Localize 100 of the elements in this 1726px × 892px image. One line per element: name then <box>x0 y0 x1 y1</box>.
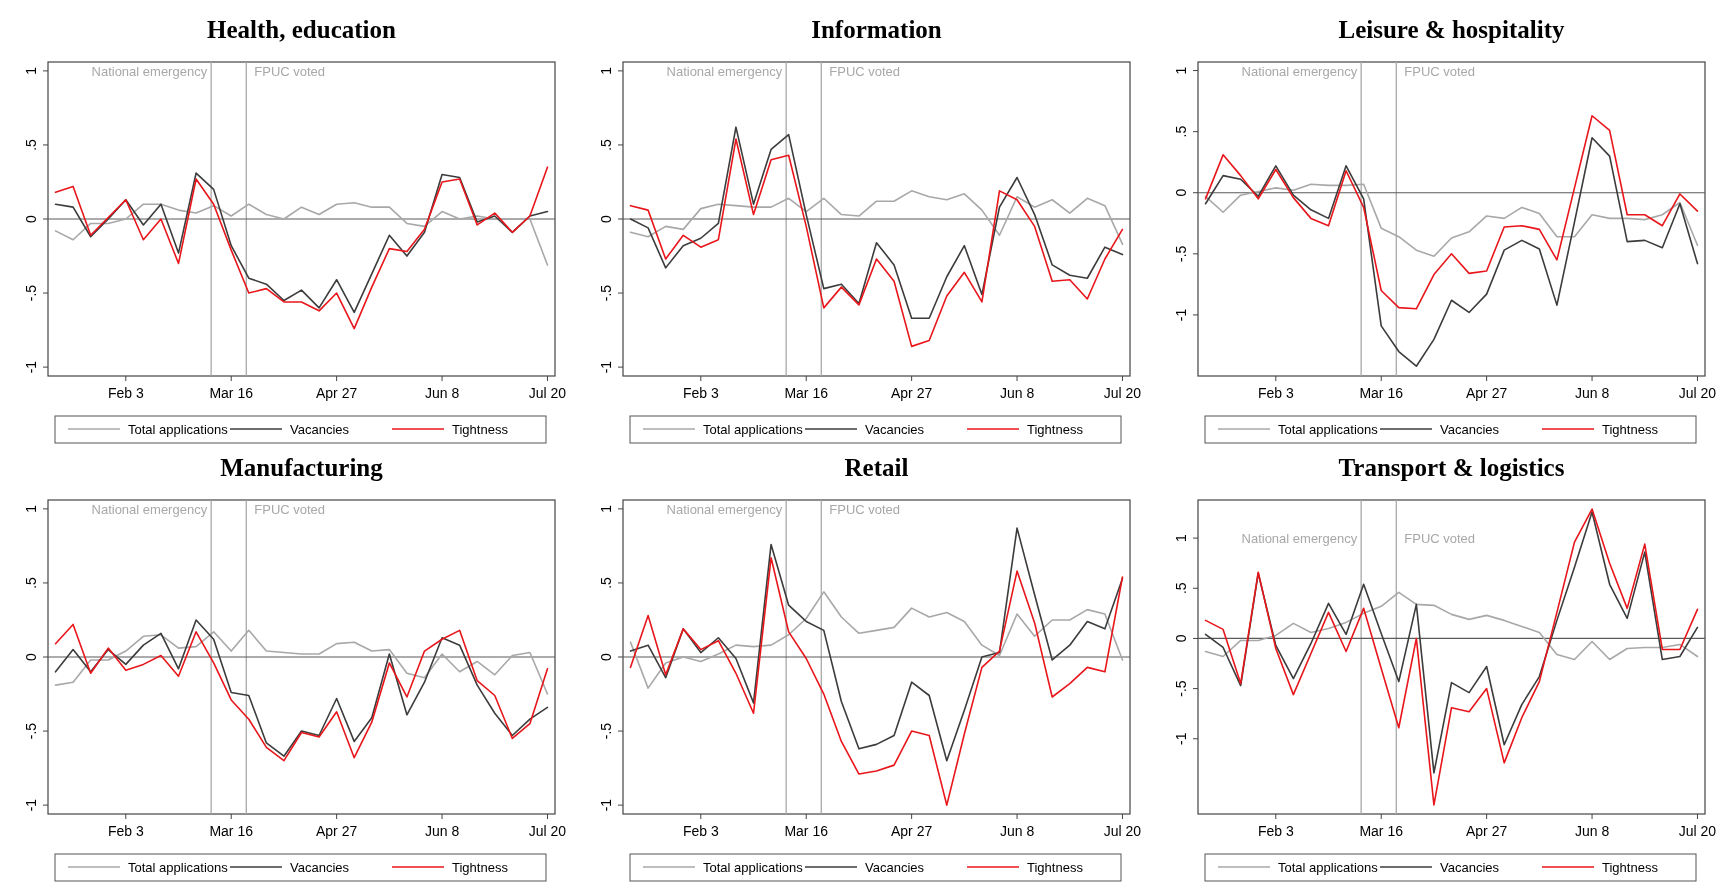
x-tick-label: Apr 27 <box>316 823 358 839</box>
y-tick-label: -.5 <box>1173 680 1189 697</box>
legend-label: Tightness <box>1602 860 1659 875</box>
y-tick-label: .5 <box>23 576 39 589</box>
legend-label: Total applications <box>703 860 804 875</box>
legend-label: Tightness <box>1027 422 1084 437</box>
y-tick-label: -1 <box>23 798 39 812</box>
y-tick-label: 0 <box>23 652 39 661</box>
ref-line-label: National emergency <box>1241 531 1358 547</box>
x-tick-label: Apr 27 <box>316 385 358 401</box>
legend-label: Tightness <box>452 422 509 437</box>
legend-label: Total applications <box>128 422 229 437</box>
y-tick-label: .5 <box>598 576 614 589</box>
x-tick-label: Feb 3 <box>682 385 719 401</box>
y-tick-label: -1 <box>598 798 614 812</box>
x-tick-label: Jun 8 <box>424 823 460 839</box>
legend-label: Tightness <box>452 860 509 875</box>
x-tick-label: Apr 27 <box>891 823 933 839</box>
y-tick-label: 1 <box>1173 534 1189 543</box>
x-tick-label: Apr 27 <box>891 385 933 401</box>
x-tick-label: Mar 16 <box>1359 385 1404 401</box>
chart-title: Leisure & hospitality <box>1338 16 1565 43</box>
x-tick-label: Mar 16 <box>209 385 254 401</box>
legend-label: Total applications <box>128 860 229 875</box>
x-tick-label: Feb 3 <box>107 385 144 401</box>
line-series <box>629 138 1124 348</box>
x-tick-label: Jul 20 <box>528 385 567 401</box>
y-tick-label: -.5 <box>23 722 39 740</box>
line-series <box>1204 114 1699 310</box>
x-tick-label: Jun 8 <box>999 385 1035 401</box>
x-tick-label: Feb 3 <box>682 823 719 839</box>
ref-line-label: National emergency <box>666 501 783 517</box>
x-tick-label: Mar 16 <box>1359 823 1404 839</box>
ref-line-label: FPUC voted <box>254 63 326 79</box>
legend-label: Tightness <box>1027 860 1084 875</box>
line-series <box>629 556 1124 806</box>
x-tick-label: Apr 27 <box>1466 823 1508 839</box>
y-tick-label: 0 <box>598 652 614 661</box>
ref-line-label: National emergency <box>91 501 208 517</box>
legend-label: Vacancies <box>290 422 350 437</box>
legend-label: Total applications <box>703 422 804 437</box>
y-tick-label: 0 <box>23 214 39 223</box>
legend-label: Vacancies <box>865 860 925 875</box>
line-series <box>1204 136 1699 368</box>
ref-line-label: FPUC voted <box>254 501 326 517</box>
x-tick-label: Jun 8 <box>999 823 1035 839</box>
y-tick-label: 0 <box>1173 188 1189 197</box>
chart-title: Retail <box>844 454 909 481</box>
ref-line-label: FPUC voted <box>1404 63 1476 79</box>
ref-line-label: National emergency <box>666 63 783 79</box>
x-tick-label: Jun 8 <box>1574 823 1610 839</box>
y-tick-label: .5 <box>1173 582 1189 595</box>
x-tick-label: Mar 16 <box>784 823 829 839</box>
ref-line-label: FPUC voted <box>829 501 901 517</box>
ref-line-label: National emergency <box>1241 63 1358 79</box>
x-tick-label: Jul 20 <box>1678 385 1717 401</box>
chart-title: Transport & logistics <box>1338 454 1565 481</box>
x-tick-label: Jul 20 <box>1678 823 1717 839</box>
y-tick-label: -1 <box>1173 308 1189 322</box>
x-tick-label: Feb 3 <box>1257 385 1294 401</box>
y-tick-label: -1 <box>1173 732 1189 745</box>
y-tick-label: 0 <box>598 214 614 223</box>
x-tick-label: Jun 8 <box>1574 385 1610 401</box>
y-tick-label: .5 <box>598 138 614 151</box>
chart-title: Health, education <box>207 16 397 43</box>
y-tick-label: .5 <box>1173 125 1189 138</box>
ref-line-label: National emergency <box>91 63 208 79</box>
chart-title: Manufacturing <box>220 454 384 481</box>
y-tick-label: 0 <box>1173 634 1189 643</box>
x-tick-label: Jun 8 <box>424 385 460 401</box>
ref-line-label: FPUC voted <box>829 63 901 79</box>
y-tick-label: 1 <box>23 66 39 75</box>
x-tick-label: Jul 20 <box>1103 385 1142 401</box>
line-series <box>629 527 1124 762</box>
legend-label: Vacancies <box>865 422 925 437</box>
y-tick-label: 1 <box>598 66 614 75</box>
y-tick-label: 1 <box>1173 66 1189 75</box>
legend-label: Vacancies <box>290 860 350 875</box>
legend-label: Vacancies <box>1440 422 1500 437</box>
y-tick-label: 1 <box>23 504 39 513</box>
x-tick-label: Apr 27 <box>1466 385 1508 401</box>
legend-label: Total applications <box>1278 860 1379 875</box>
x-tick-label: Feb 3 <box>107 823 144 839</box>
y-tick-label: 1 <box>598 504 614 513</box>
y-tick-label: .5 <box>23 138 39 151</box>
y-tick-label: -.5 <box>598 284 614 302</box>
line-series <box>629 126 1124 320</box>
y-tick-label: -.5 <box>598 722 614 740</box>
y-tick-label: -.5 <box>1173 245 1189 262</box>
ref-line-label: FPUC voted <box>1404 531 1476 547</box>
y-tick-label: -1 <box>598 360 614 374</box>
x-tick-label: Jul 20 <box>528 823 567 839</box>
x-tick-label: Mar 16 <box>209 823 254 839</box>
legend-label: Total applications <box>1278 422 1379 437</box>
chart-title: Information <box>811 16 942 43</box>
legend-label: Vacancies <box>1440 860 1500 875</box>
x-tick-label: Jul 20 <box>1103 823 1142 839</box>
y-tick-label: -.5 <box>23 284 39 302</box>
x-tick-label: Feb 3 <box>1257 823 1294 839</box>
legend-label: Tightness <box>1602 422 1659 437</box>
